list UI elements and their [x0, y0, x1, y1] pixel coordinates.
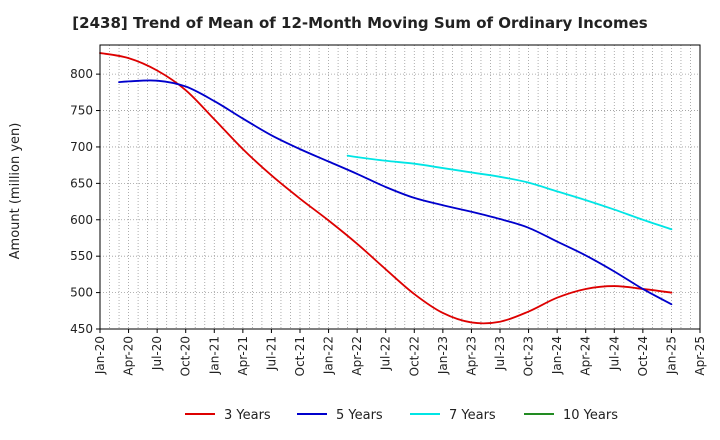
x-tick-label: Jan-23: [436, 336, 450, 375]
x-tick-label: Jul-20: [150, 336, 164, 371]
x-tick-label: Jan-25: [664, 336, 678, 375]
plot-area-frame: [99, 44, 701, 330]
y-tick-label: 500: [70, 286, 93, 300]
y-tick-label: 550: [70, 249, 93, 263]
x-tick-label: Apr-24: [579, 336, 593, 376]
y-tick-label: 700: [70, 140, 93, 154]
series-line-5-years: [118, 79, 673, 306]
x-tick-label: Jul-22: [379, 336, 393, 371]
x-tick-label: Oct-24: [636, 336, 650, 376]
x-tick-label: Jan-22: [322, 336, 336, 375]
x-tick-label: Apr-23: [464, 336, 478, 376]
y-tick-label: 750: [70, 104, 93, 118]
x-tick-label: Apr-22: [350, 336, 364, 376]
series-lines: [99, 52, 673, 325]
x-tick-label: Apr-25: [693, 336, 707, 376]
legend-label-5-years: 5 Years: [336, 408, 383, 423]
x-tick-label: Jul-21: [264, 336, 278, 371]
legend: 3 Years 5 Years 7 Years 10 Years: [185, 408, 618, 423]
x-tick-label: Apr-20: [122, 336, 136, 376]
y-axis: 450 500 550 600 650 700 750 800: [70, 67, 100, 336]
x-tick-label: Oct-23: [522, 336, 536, 376]
x-axis: Jan-20 Apr-20 Jul-20 Oct-20 Jan-21 Apr-21 Jul-…: [93, 329, 707, 376]
x-tick-label: Jul-23: [493, 336, 507, 371]
x-tick-label: Jan-21: [207, 336, 221, 375]
chart-title: [2438] Trend of Mean of 12-Month Moving …: [72, 14, 648, 32]
x-tick-label: Apr-21: [236, 336, 250, 376]
x-tick-label: Oct-22: [407, 336, 421, 376]
legend-label-3-years: 3 Years: [224, 408, 271, 423]
legend-label-7-years: 7 Years: [449, 408, 496, 423]
legend-label-10-years: 10 Years: [563, 408, 618, 423]
x-tick-label: Jan-20: [93, 336, 107, 375]
y-axis-label: Amount (million yen): [8, 123, 23, 260]
series-line-7-years: [346, 154, 673, 231]
x-tick-label: Jan-24: [550, 336, 564, 375]
x-tick-label: Oct-21: [293, 336, 307, 376]
y-tick-label: 800: [70, 67, 93, 81]
y-tick-label: 600: [70, 213, 93, 227]
y-tick-label: 650: [70, 176, 93, 190]
y-tick-label: 450: [70, 322, 93, 336]
x-tick-label: Jul-24: [607, 336, 621, 371]
x-tick-label: Oct-20: [179, 336, 193, 376]
series-line-3-years: [99, 52, 673, 325]
